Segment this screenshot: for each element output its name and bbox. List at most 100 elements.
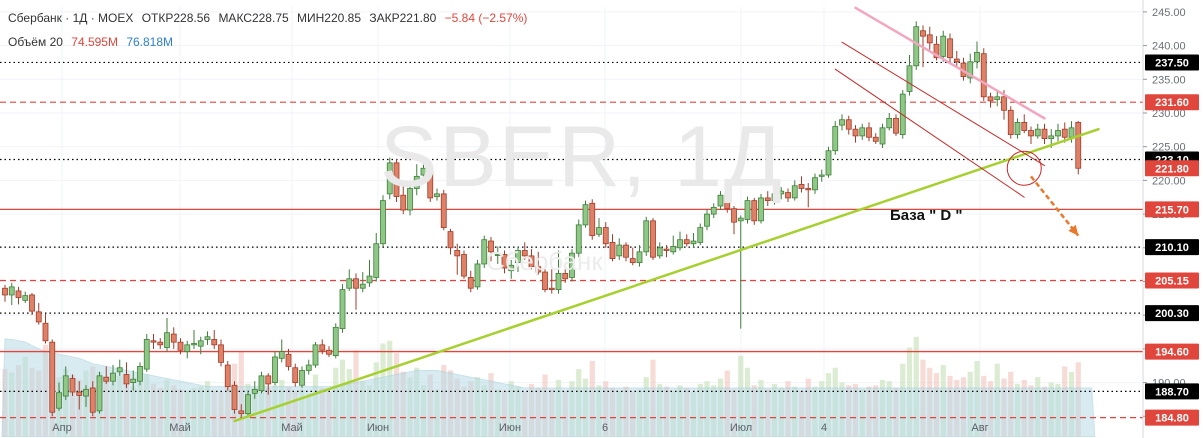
candle-body: [879, 127, 886, 145]
candle-body: [434, 193, 440, 197]
candle-body: [872, 136, 879, 142]
candle-body: [1007, 109, 1014, 135]
price-level-label: 188.70: [1155, 386, 1189, 398]
candle-body: [616, 244, 623, 257]
candle-body: [49, 341, 56, 413]
candle-body: [940, 35, 947, 57]
candle-body: [535, 266, 542, 273]
candle-body: [76, 391, 83, 396]
price-level-label: 237.50: [1155, 57, 1189, 69]
candle-body: [1014, 122, 1021, 135]
candle-body: [596, 227, 602, 235]
price-tick-label: 240.00: [1152, 41, 1186, 53]
candle-body: [798, 184, 805, 189]
candle-body: [481, 239, 488, 265]
candle-body: [636, 251, 643, 264]
price-level-label: 184.80: [1155, 413, 1189, 425]
candle-body: [231, 384, 238, 410]
candle-body: [245, 394, 251, 414]
price-level-tag: [1145, 201, 1199, 218]
price-level-tag: [1145, 160, 1199, 177]
candle-body: [164, 332, 170, 348]
volume-ma-line: [1, 338, 1096, 437]
candle-body: [1055, 130, 1061, 137]
candle-body: [643, 220, 650, 253]
price-level-tag: [1145, 305, 1199, 322]
candle-body: [56, 392, 62, 409]
candle-body: [602, 227, 609, 245]
forecast-arrow-head: [1068, 224, 1079, 236]
highlight-circle: [1006, 150, 1042, 186]
forecast-arrow: [1030, 175, 1080, 237]
volume-value: 74.595M: [71, 35, 118, 49]
candles[interactable]: [2, 21, 1082, 419]
candle-body: [555, 272, 562, 290]
price-level-tag: [1145, 239, 1199, 256]
candle-body: [177, 341, 184, 351]
annotations: База " D ": [890, 150, 1080, 237]
time-tick-label: Июл: [730, 422, 752, 434]
time-tick-label: Июн: [499, 422, 521, 434]
open-value: ОТКР228.56: [141, 11, 211, 25]
candle-body: [299, 370, 305, 386]
candle-body: [1061, 128, 1068, 138]
candle-body: [515, 250, 521, 264]
volume-bar: [913, 336, 919, 437]
candle-body: [474, 263, 481, 288]
candle-body: [380, 200, 386, 245]
candle-body: [265, 375, 272, 385]
candle-body: [920, 30, 926, 37]
candle-body: [285, 353, 292, 367]
candle-body: [839, 119, 845, 126]
candle-body: [2, 287, 8, 296]
price-level-tag: [1145, 383, 1199, 400]
price-level-label: 210.10: [1155, 242, 1189, 254]
volume-legend[interactable]: Объём 20 74.595M 76.818M: [8, 35, 178, 49]
low-value: МИН220.85: [297, 11, 362, 25]
candle-body: [542, 271, 548, 290]
candle-body: [454, 250, 461, 257]
candle-body: [926, 34, 933, 44]
candle-body: [528, 255, 535, 268]
candle-body: [427, 169, 434, 199]
candle-body: [521, 250, 528, 257]
candle-body: [413, 175, 420, 189]
volume-label: Объём 20: [8, 35, 63, 49]
symbol-title: Сбербанк · 1Д · MOEX: [8, 11, 134, 25]
candle-body: [569, 252, 575, 278]
time-tick-label: Авг: [971, 422, 988, 434]
candle-body: [400, 194, 407, 211]
trendline-down-lower: [834, 68, 1025, 198]
candle-body: [704, 213, 710, 227]
candle-body: [386, 162, 393, 195]
candle-body: [825, 150, 832, 176]
price-axis: 245.00 240.00 235.00 230.00 225.00 220.00 215.…: [1142, 0, 1203, 438]
time-tick-label: 6: [602, 422, 608, 434]
candle-body: [582, 204, 589, 226]
candle-body: [8, 286, 15, 296]
candle-body: [1075, 122, 1082, 169]
candle-body: [42, 322, 49, 342]
candle-body: [845, 119, 852, 130]
candle-body: [933, 43, 940, 59]
candle-body: [562, 272, 569, 280]
price-level-label: 200.30: [1155, 308, 1189, 320]
candle-body: [974, 51, 980, 63]
candle-body: [744, 200, 751, 220]
candle-body: [150, 340, 157, 343]
candle-body: [852, 128, 859, 137]
candle-body: [886, 117, 893, 129]
candle-body: [987, 96, 994, 102]
symbol-legend[interactable]: Сбербанк · 1Д · MOEX ОТКР228.56 МАКС228.…: [8, 11, 532, 25]
candle-body: [62, 375, 69, 397]
candle-body: [251, 388, 258, 394]
candle-body: [1041, 128, 1048, 140]
price-tick-label: 230.00: [1152, 108, 1186, 120]
candle-body: [22, 295, 29, 301]
candle-body: [103, 376, 110, 382]
candle-body: [407, 188, 413, 211]
candle-body: [508, 264, 515, 272]
trendlines[interactable]: [233, 6, 1100, 423]
candle-body: [312, 344, 319, 366]
